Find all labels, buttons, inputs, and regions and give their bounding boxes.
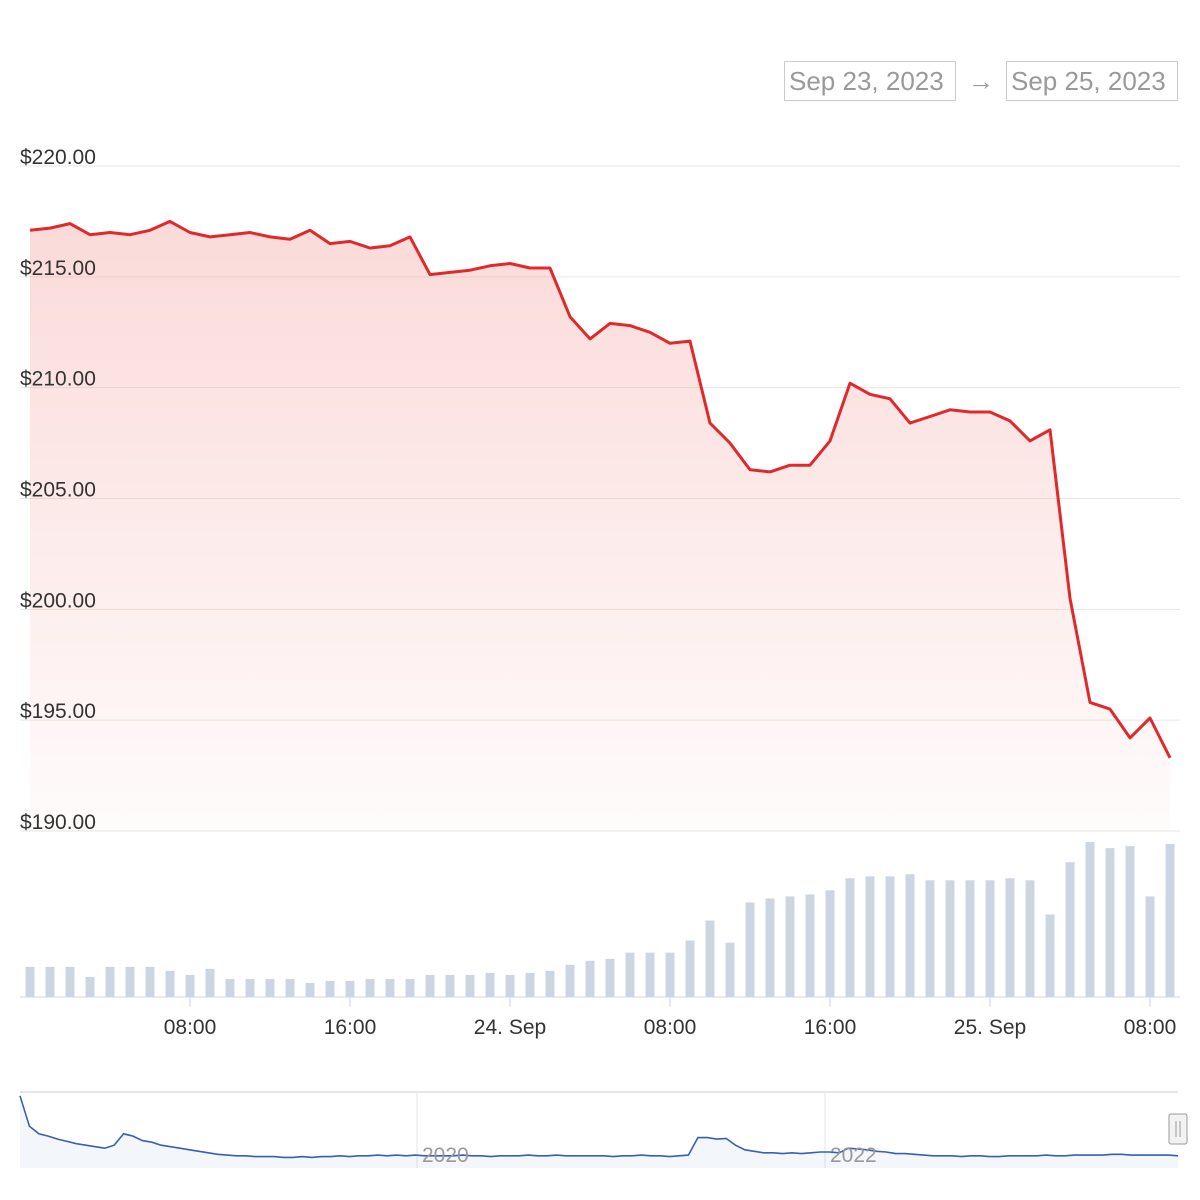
volume-bar xyxy=(305,982,315,997)
volume-bars xyxy=(25,842,1175,998)
volume-bar xyxy=(1085,842,1095,997)
volume-bar xyxy=(425,974,435,997)
x-tick-label: 16:00 xyxy=(324,1016,377,1039)
navigator-year-label: 2020 xyxy=(422,1144,469,1167)
x-tick-label: 16:00 xyxy=(804,1016,857,1039)
volume-bar xyxy=(405,978,415,997)
volume-bar xyxy=(205,968,215,997)
volume-bar xyxy=(565,964,575,997)
volume-bar xyxy=(45,966,55,997)
volume-bar xyxy=(1105,848,1115,997)
volume-bar xyxy=(1025,880,1035,997)
volume-bar xyxy=(145,966,155,997)
volume-bar xyxy=(485,972,495,997)
volume-bar xyxy=(585,960,595,997)
volume-bar xyxy=(525,972,535,997)
volume-bar xyxy=(965,880,975,997)
x-tick-label: 08:00 xyxy=(164,1016,217,1039)
price-area xyxy=(30,221,1170,831)
y-tick-label: $220.00 xyxy=(20,146,96,169)
navigator-year-label: 2022 xyxy=(830,1144,877,1167)
volume-bar xyxy=(65,966,75,997)
price-line xyxy=(29,219,1172,759)
volume-bar xyxy=(165,970,175,997)
y-axis-labels: $190.00 $195.00 $200.00 $205.00 $210.00 $215.… xyxy=(20,146,96,834)
x-tick-label: 08:00 xyxy=(1124,1016,1177,1039)
volume-bar xyxy=(685,940,695,997)
volume-bar xyxy=(625,952,635,997)
x-tick-label: 24. Sep xyxy=(474,1016,546,1039)
navigator-line xyxy=(19,1095,1179,1159)
volume-bar xyxy=(905,874,915,997)
volume-bar xyxy=(445,974,455,997)
volume-bar xyxy=(1125,846,1135,997)
x-tick-label: 08:00 xyxy=(644,1016,697,1039)
volume-bar xyxy=(865,876,875,998)
volume-bar xyxy=(885,876,895,998)
y-tick-label: $205.00 xyxy=(20,479,96,502)
volume-bar xyxy=(605,958,615,997)
price-area-fill xyxy=(30,221,1170,831)
price-line-layer xyxy=(29,219,1172,759)
y-tick-label: $210.00 xyxy=(20,368,96,391)
navigator-handle[interactable] xyxy=(1168,1113,1188,1145)
volume-bar xyxy=(365,978,375,997)
volume-bar xyxy=(805,894,815,997)
volume-bar xyxy=(385,978,395,997)
volume-bar xyxy=(505,974,515,997)
volume-bar xyxy=(125,966,135,997)
volume-bar xyxy=(1145,896,1155,997)
y-tick-label: $190.00 xyxy=(20,811,96,834)
volume-bar xyxy=(25,966,35,997)
volume-bar xyxy=(785,896,795,997)
volume-bar xyxy=(325,980,335,997)
volume-bar xyxy=(1065,862,1075,997)
volume-bar xyxy=(1005,878,1015,997)
volume-bar xyxy=(285,978,295,997)
x-tick-label: 25. Sep xyxy=(954,1016,1026,1039)
volume-bar xyxy=(105,966,115,997)
volume-bar xyxy=(185,974,195,997)
volume-bar xyxy=(1165,844,1175,997)
volume-bar xyxy=(345,980,355,997)
volume-bar xyxy=(225,978,235,997)
volume-bar xyxy=(985,880,995,997)
range-from-input[interactable]: Sep 23, 2023 xyxy=(784,61,956,101)
volume-bar xyxy=(1045,914,1055,997)
range-arrow-icon: → xyxy=(968,66,994,96)
volume-bar xyxy=(545,970,555,997)
y-tick-label: $215.00 xyxy=(20,257,96,280)
volume-bar xyxy=(825,890,835,997)
y-tick-label: $200.00 xyxy=(20,589,96,612)
volume-bar xyxy=(725,942,735,997)
volume-bar xyxy=(765,898,775,997)
volume-bar xyxy=(705,920,715,997)
range-to-input[interactable]: Sep 25, 2023 xyxy=(1006,61,1178,101)
x-axis: 08:00 16:00 24. Sep 08:00 16:00 25. Sep 08:00 xyxy=(20,996,1180,1039)
volume-bar xyxy=(665,952,675,997)
navigator[interactable]: 2020 2022 xyxy=(19,1091,1188,1168)
volume-bar xyxy=(845,878,855,997)
volume-bar xyxy=(645,952,655,997)
volume-bar xyxy=(745,902,755,997)
volume-bar xyxy=(465,974,475,997)
volume-bar xyxy=(265,978,275,997)
volume-bar xyxy=(945,880,955,997)
y-tick-label: $195.00 xyxy=(20,700,96,723)
navigator-area xyxy=(20,1095,1178,1168)
volume-bar xyxy=(245,978,255,997)
volume-bar xyxy=(925,880,935,997)
volume-bar xyxy=(85,976,95,997)
